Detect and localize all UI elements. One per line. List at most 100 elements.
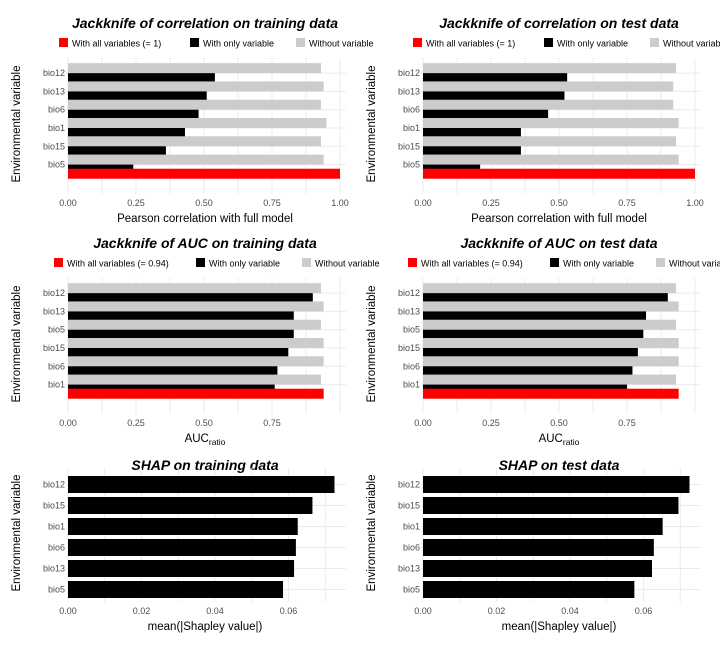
bar-shap-value (68, 497, 313, 514)
y-tick-label: bio5 (403, 325, 420, 335)
legend-label: With all variables (= 1) (426, 39, 515, 49)
bar-with-only-variable (68, 329, 294, 340)
legend-label: Without variable (309, 39, 374, 49)
bar-with-only-variable (68, 293, 313, 304)
x-axis-label-main: AUC (185, 433, 209, 445)
bar-shap-value (423, 497, 679, 514)
y-axis-label: Environmental variable (366, 475, 378, 592)
legend-label: With only variable (563, 259, 634, 269)
bar-without-variable (68, 338, 324, 348)
legend-swatch (650, 38, 659, 47)
bar-without-variable (423, 356, 679, 367)
bar-with-only-variable (423, 348, 638, 358)
bar-with-only-variable (423, 128, 521, 138)
y-tick-label: bio6 (403, 543, 420, 553)
chart-panel-1: Jackknife of correlation on training dat… (11, 15, 374, 225)
legend-label: With all variables (= 0.94) (67, 259, 169, 269)
legend-swatch (296, 38, 305, 47)
chart-title: Jackknife of correlation on training dat… (72, 15, 338, 31)
chart-panel-3: Jackknife of AUC on training data With al… (11, 235, 380, 447)
bar-with-all-variables (68, 168, 340, 179)
bar-shap-value (68, 539, 296, 556)
bar-with-only-variable (423, 109, 549, 120)
x-tick-label: 0.75 (618, 198, 636, 208)
y-tick-label: bio6 (403, 105, 420, 115)
bar-with-only-variable (423, 146, 521, 157)
y-axis-label: Environmental variable (11, 66, 23, 183)
x-tick-label: 0.25 (127, 198, 145, 208)
x-axis-label: Pearson correlation with full model (117, 213, 293, 225)
bar-without-variable (423, 283, 676, 294)
chart-title: Jackknife of AUC on test data (460, 235, 657, 251)
x-tick-label: 0.06 (280, 606, 298, 616)
bar-with-all-variables (68, 388, 324, 399)
legend-swatch (413, 38, 422, 47)
y-tick-label: bio15 (43, 141, 65, 151)
bar-without-variable (423, 136, 676, 147)
y-axis-label: Environmental variable (11, 286, 23, 403)
y-tick-label: bio5 (403, 160, 420, 170)
bar-with-only-variable (68, 91, 207, 102)
y-tick-label: bio15 (398, 141, 420, 151)
y-tick-label: bio5 (48, 585, 65, 595)
x-tick-label: 0.50 (550, 418, 568, 428)
chart-title: SHAP on test data (499, 457, 620, 473)
y-tick-label: bio13 (398, 86, 420, 96)
x-tick-label: 0.04 (206, 606, 224, 616)
y-axis-label: Environmental variable (366, 66, 378, 183)
x-axis-label: mean(|Shapley value|) (502, 621, 617, 633)
x-tick-label: 0.25 (482, 198, 500, 208)
legend-label: With all variables (= 1) (72, 39, 161, 49)
chart-panel-2: Jackknife of correlation on test data Wit… (366, 15, 720, 225)
x-tick-label: 0.50 (550, 198, 568, 208)
y-tick-label: bio1 (48, 380, 65, 390)
x-tick-label: 0.75 (263, 198, 281, 208)
legend-swatch (59, 38, 68, 47)
bar-without-variable (68, 63, 321, 74)
legend-label: With only variable (557, 39, 628, 49)
bar-with-only-variable (68, 348, 289, 358)
y-tick-label: bio6 (48, 105, 65, 115)
bars (68, 283, 324, 399)
bar-with-only-variable (68, 109, 199, 120)
x-axis-label-subscript: ratio (563, 437, 580, 447)
y-tick-label: bio1 (48, 123, 65, 133)
bar-without-variable (423, 374, 676, 385)
y-tick-label: bio15 (398, 501, 420, 511)
y-tick-label: bio13 (43, 86, 65, 96)
legend-label: With all variables (= 0.94) (421, 259, 523, 269)
x-tick-label: 0.25 (127, 418, 145, 428)
legend-swatch (196, 258, 205, 267)
bar-shap-value (423, 518, 663, 535)
bar-shap-value (68, 560, 295, 577)
x-axis-label-main: AUC (539, 433, 563, 445)
y-tick-label: bio6 (48, 543, 65, 553)
y-tick-label: bio1 (403, 123, 420, 133)
legend-label: With only variable (203, 39, 274, 49)
bar-without-variable (68, 136, 321, 147)
y-tick-label: bio1 (48, 522, 65, 532)
y-axis-label: Environmental variable (366, 286, 378, 403)
x-tick-label: 0.50 (195, 198, 213, 208)
bar-without-variable (423, 118, 679, 128)
bar-with-all-variables (423, 388, 679, 399)
bar-with-only-variable (423, 293, 668, 304)
legend: With all variables (= 0.94) With only var… (54, 258, 380, 269)
legend-swatch (302, 258, 311, 267)
bar-without-variable (423, 63, 676, 74)
bar-with-only-variable (68, 73, 215, 84)
y-tick-label: bio12 (43, 480, 65, 490)
bar-without-variable (68, 374, 321, 385)
x-tick-label: 0.00 (59, 198, 77, 208)
legend: With all variables (= 0.94) With only var… (408, 258, 720, 269)
x-tick-label: 0.50 (195, 418, 213, 428)
bar-without-variable (68, 356, 324, 367)
bar-shap-value (423, 476, 690, 493)
bar-without-variable (423, 99, 674, 110)
bar-without-variable (423, 338, 679, 348)
y-tick-label: bio6 (48, 361, 65, 371)
x-tick-label: 0.00 (414, 606, 432, 616)
bar-without-variable (68, 319, 321, 330)
